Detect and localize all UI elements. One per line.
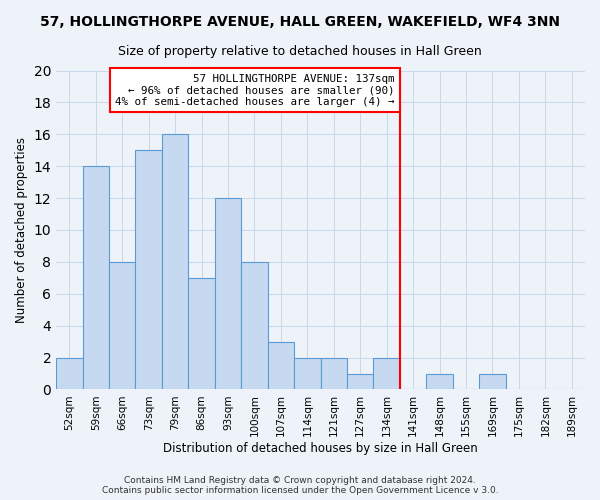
- Bar: [479, 374, 506, 390]
- Bar: [188, 278, 215, 390]
- Y-axis label: Number of detached properties: Number of detached properties: [15, 137, 28, 323]
- Bar: [83, 166, 109, 390]
- Bar: [294, 358, 320, 390]
- Text: 57, HOLLINGTHORPE AVENUE, HALL GREEN, WAKEFIELD, WF4 3NN: 57, HOLLINGTHORPE AVENUE, HALL GREEN, WA…: [40, 15, 560, 29]
- X-axis label: Distribution of detached houses by size in Hall Green: Distribution of detached houses by size …: [163, 442, 478, 455]
- Bar: [347, 374, 373, 390]
- Bar: [56, 358, 83, 390]
- Bar: [320, 358, 347, 390]
- Bar: [162, 134, 188, 390]
- Bar: [215, 198, 241, 390]
- Text: Contains HM Land Registry data © Crown copyright and database right 2024.
Contai: Contains HM Land Registry data © Crown c…: [101, 476, 499, 495]
- Bar: [427, 374, 453, 390]
- Text: 57 HOLLINGTHORPE AVENUE: 137sqm
← 96% of detached houses are smaller (90)
4% of : 57 HOLLINGTHORPE AVENUE: 137sqm ← 96% of…: [115, 74, 395, 107]
- Bar: [109, 262, 136, 390]
- Bar: [241, 262, 268, 390]
- Bar: [136, 150, 162, 390]
- Text: Size of property relative to detached houses in Hall Green: Size of property relative to detached ho…: [118, 45, 482, 58]
- Bar: [268, 342, 294, 390]
- Bar: [373, 358, 400, 390]
